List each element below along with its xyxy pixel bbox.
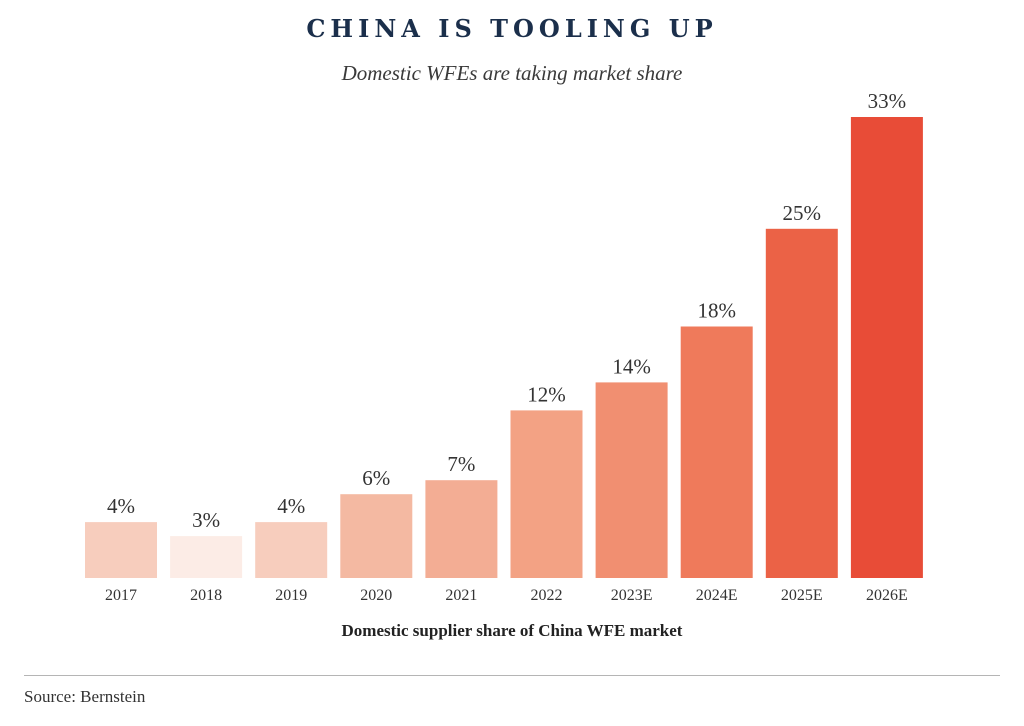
chart-subtitle: Domestic WFEs are taking market share: [341, 61, 683, 85]
x-tick-label-2018: 2018: [190, 587, 222, 604]
x-tick-label-2023E: 2023E: [611, 587, 653, 604]
bar-2021: [425, 480, 498, 578]
x-tick-label-2024E: 2024E: [696, 587, 738, 604]
data-label-2018: 3%: [192, 508, 220, 532]
x-tick-label-2026E: 2026E: [866, 587, 908, 604]
bar-2019: [255, 522, 328, 578]
bar-2018: [170, 536, 243, 578]
x-tick-label-2021: 2021: [445, 587, 477, 604]
data-label-2019: 4%: [277, 494, 305, 518]
bar-2023E: [595, 382, 668, 578]
data-label-2017: 4%: [107, 494, 135, 518]
x-tick-label-2019: 2019: [275, 587, 307, 604]
chart-title: CHINA IS TOOLING UP: [306, 14, 718, 43]
footer-divider: [24, 675, 1000, 676]
data-label-2023E: 14%: [612, 354, 651, 378]
data-label-2026E: 33%: [868, 89, 907, 113]
data-label-2025E: 25%: [783, 201, 822, 225]
data-label-2020: 6%: [362, 466, 390, 490]
bar-chart: 4% 2017 3% 2018 4% 2019 6% 2020 7% 2021 12% 2022 14%…: [85, 89, 923, 604]
bar-2020: [340, 494, 413, 578]
data-label-2024E: 18%: [697, 299, 736, 323]
x-axis-label: Domestic supplier share of China WFE mar…: [341, 621, 683, 640]
source-note: Source: Bernstein: [24, 687, 146, 706]
x-tick-label-2020: 2020: [360, 587, 392, 604]
bar-2022: [510, 410, 583, 578]
bar-2017: [85, 522, 157, 578]
x-tick-label-2025E: 2025E: [781, 587, 823, 604]
x-tick-label-2017: 2017: [105, 587, 137, 604]
data-label-2022: 12%: [527, 382, 566, 406]
data-label-2021: 7%: [447, 452, 475, 476]
bar-2024E: [680, 326, 753, 578]
x-tick-label-2022: 2022: [531, 587, 563, 604]
bar-2025E: [765, 228, 838, 579]
bar-2026E: [850, 117, 923, 578]
